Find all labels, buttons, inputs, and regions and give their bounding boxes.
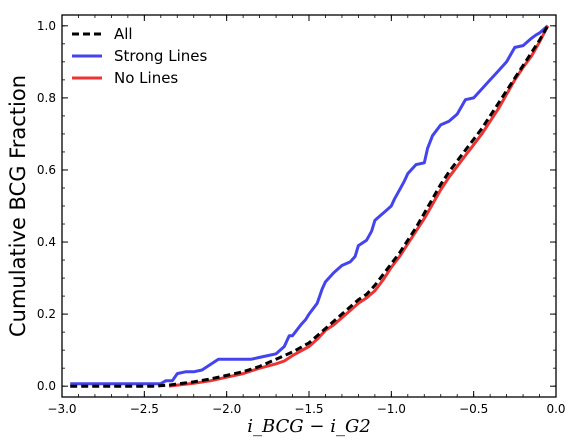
x-tick-label: −2.0 — [212, 402, 241, 416]
y-tick-label: 0.0 — [37, 379, 56, 393]
x-tick-label: 0.0 — [546, 402, 565, 416]
series-line-all — [70, 25, 550, 388]
y-tick-label: 0.6 — [37, 163, 56, 177]
y-tick-label: 0.2 — [37, 307, 56, 321]
y-tick-label: 0.4 — [37, 235, 56, 249]
y-tick-label: 0.8 — [37, 91, 56, 105]
legend-label: Strong Lines — [114, 47, 207, 65]
x-axis-label: i_BCG − i_G2 — [247, 416, 371, 437]
x-tick-label: −2.5 — [130, 402, 159, 416]
axis-ticks: −3.0 −2.5 −2.0 −1.5 −1.0 −0.5 0.0 0.0 0.2 0.4 0.6 0… — [37, 15, 566, 416]
y-axis-label: Cumulative BCG Fraction — [6, 75, 30, 337]
series-line-no-lines — [168, 25, 550, 388]
x-tick-label: −3.0 — [47, 402, 76, 416]
legend-label: No Lines — [114, 69, 178, 87]
legend: All Strong Lines No Lines — [72, 25, 207, 87]
series-line-strong-lines — [70, 24, 549, 386]
y-tick-label: 1.0 — [37, 19, 56, 33]
legend-label: All — [114, 25, 133, 43]
plot-content — [70, 24, 550, 388]
x-tick-label: −0.5 — [459, 402, 488, 416]
x-tick-label: −1.5 — [294, 402, 323, 416]
x-tick-label: −1.0 — [377, 402, 406, 416]
